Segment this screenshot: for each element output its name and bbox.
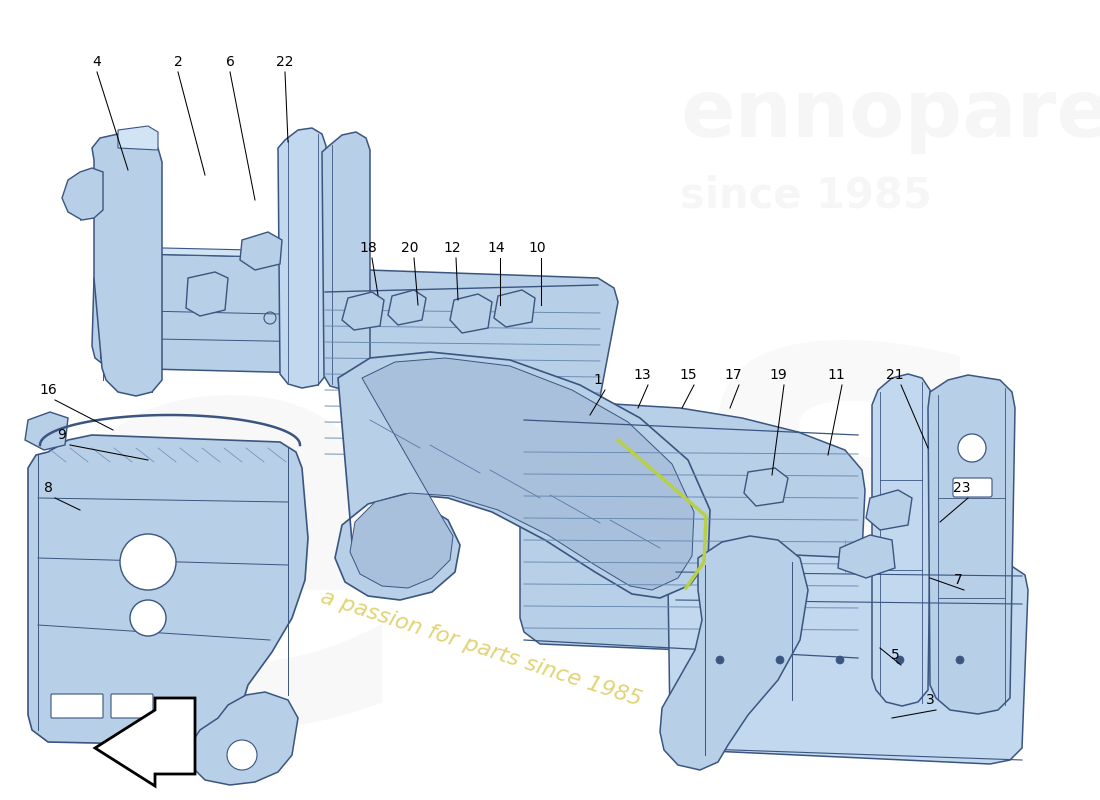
- Polygon shape: [928, 375, 1015, 714]
- Polygon shape: [28, 435, 308, 748]
- Circle shape: [227, 740, 257, 770]
- Text: 23: 23: [954, 481, 970, 495]
- Polygon shape: [188, 692, 298, 785]
- Text: 7: 7: [954, 573, 962, 587]
- Text: 22: 22: [276, 55, 294, 69]
- Polygon shape: [450, 294, 492, 333]
- Circle shape: [958, 434, 986, 462]
- Polygon shape: [186, 272, 228, 316]
- Text: 15: 15: [679, 368, 696, 382]
- Polygon shape: [95, 698, 195, 786]
- Polygon shape: [388, 290, 426, 325]
- Polygon shape: [342, 292, 384, 330]
- Text: a passion for parts since 1985: a passion for parts since 1985: [318, 586, 645, 710]
- Text: 18: 18: [359, 241, 377, 255]
- Text: 4: 4: [92, 55, 101, 69]
- Polygon shape: [872, 374, 932, 706]
- FancyBboxPatch shape: [51, 694, 103, 718]
- Polygon shape: [494, 290, 535, 327]
- Circle shape: [130, 600, 166, 636]
- Text: e: e: [30, 278, 426, 800]
- Text: ennopares: ennopares: [680, 76, 1100, 154]
- Polygon shape: [322, 132, 370, 390]
- Polygon shape: [118, 126, 158, 150]
- Text: s: s: [690, 234, 1004, 746]
- Polygon shape: [278, 128, 326, 388]
- Text: 14: 14: [487, 241, 505, 255]
- Text: 21: 21: [887, 368, 904, 382]
- Text: 11: 11: [827, 368, 845, 382]
- Polygon shape: [240, 232, 282, 270]
- Text: 1: 1: [594, 373, 603, 387]
- Circle shape: [120, 534, 176, 590]
- Polygon shape: [62, 168, 103, 220]
- Polygon shape: [92, 254, 336, 373]
- Polygon shape: [744, 468, 788, 506]
- Text: 10: 10: [528, 241, 546, 255]
- Polygon shape: [350, 358, 694, 590]
- Polygon shape: [92, 134, 162, 396]
- Circle shape: [836, 656, 844, 664]
- Polygon shape: [668, 552, 1028, 764]
- Polygon shape: [660, 536, 808, 770]
- Text: 16: 16: [40, 383, 57, 397]
- Polygon shape: [838, 535, 895, 578]
- Text: 5: 5: [891, 648, 900, 662]
- Polygon shape: [25, 412, 68, 450]
- Circle shape: [776, 656, 784, 664]
- Text: 2: 2: [174, 55, 183, 69]
- Text: 9: 9: [57, 428, 66, 442]
- FancyBboxPatch shape: [111, 694, 153, 718]
- Text: 17: 17: [724, 368, 741, 382]
- Text: 8: 8: [44, 481, 53, 495]
- Text: 19: 19: [769, 368, 786, 382]
- Text: 13: 13: [634, 368, 651, 382]
- Text: 20: 20: [402, 241, 419, 255]
- Polygon shape: [866, 490, 912, 530]
- Polygon shape: [316, 270, 618, 466]
- Polygon shape: [520, 402, 865, 656]
- Circle shape: [956, 656, 964, 664]
- FancyBboxPatch shape: [953, 478, 992, 497]
- Text: 3: 3: [925, 693, 934, 707]
- Text: since 1985: since 1985: [680, 174, 932, 216]
- Text: 12: 12: [443, 241, 461, 255]
- Polygon shape: [336, 352, 710, 600]
- Circle shape: [896, 656, 904, 664]
- Polygon shape: [108, 247, 338, 266]
- Circle shape: [716, 656, 724, 664]
- Text: 6: 6: [226, 55, 234, 69]
